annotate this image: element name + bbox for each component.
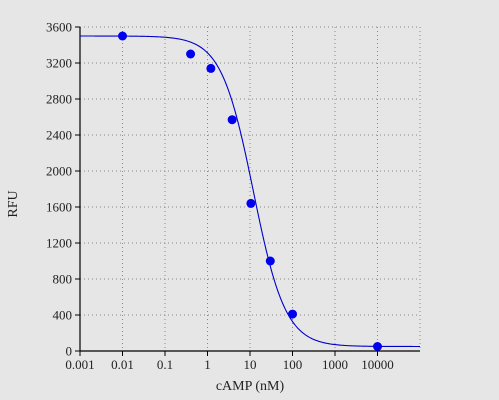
data-points: [118, 31, 382, 351]
data-point: [373, 342, 382, 351]
data-point: [246, 198, 256, 208]
y-tick-label: 2000: [46, 164, 72, 179]
data-point: [186, 49, 196, 59]
x-tick-label: 0.1: [157, 357, 173, 372]
y-tick-label: 400: [53, 308, 73, 323]
y-tick-label: 1600: [46, 200, 72, 215]
plot-area: [80, 27, 420, 351]
y-tick-label: 0: [66, 344, 73, 359]
y-tick-label: 3600: [46, 20, 72, 35]
x-tick-label: 0.001: [65, 357, 94, 372]
y-tick-label: 800: [53, 272, 73, 287]
x-ticks: 0.001 0.01 0.1 1 10 100 1000 10000: [65, 351, 394, 372]
y-tick-label: 2400: [46, 128, 72, 143]
data-point: [288, 309, 297, 319]
data-point: [227, 115, 237, 125]
x-tick-label: 100: [283, 357, 303, 372]
x-axis-title: cAMP (nM): [216, 379, 285, 394]
x-tick-label: 1: [204, 357, 211, 372]
y-tick-label: 3200: [46, 56, 72, 71]
x-tick-label: 10: [244, 357, 257, 372]
x-tick-label: 0.01: [111, 357, 134, 372]
fit-curve: [80, 35, 420, 348]
grid: [80, 26, 421, 351]
y-tick-label: 1200: [46, 236, 72, 251]
x-tick-label: 1000: [322, 357, 348, 372]
data-point: [265, 256, 275, 266]
y-axis-title: RFU: [6, 190, 21, 217]
y-ticks: 0 400 800 1200 1600 2000 2400 2800 3200 3600: [46, 20, 80, 359]
x-tick-label: 10000: [361, 357, 394, 372]
y-tick-label: 2800: [46, 92, 72, 107]
data-point: [206, 63, 216, 73]
data-point: [118, 31, 127, 41]
